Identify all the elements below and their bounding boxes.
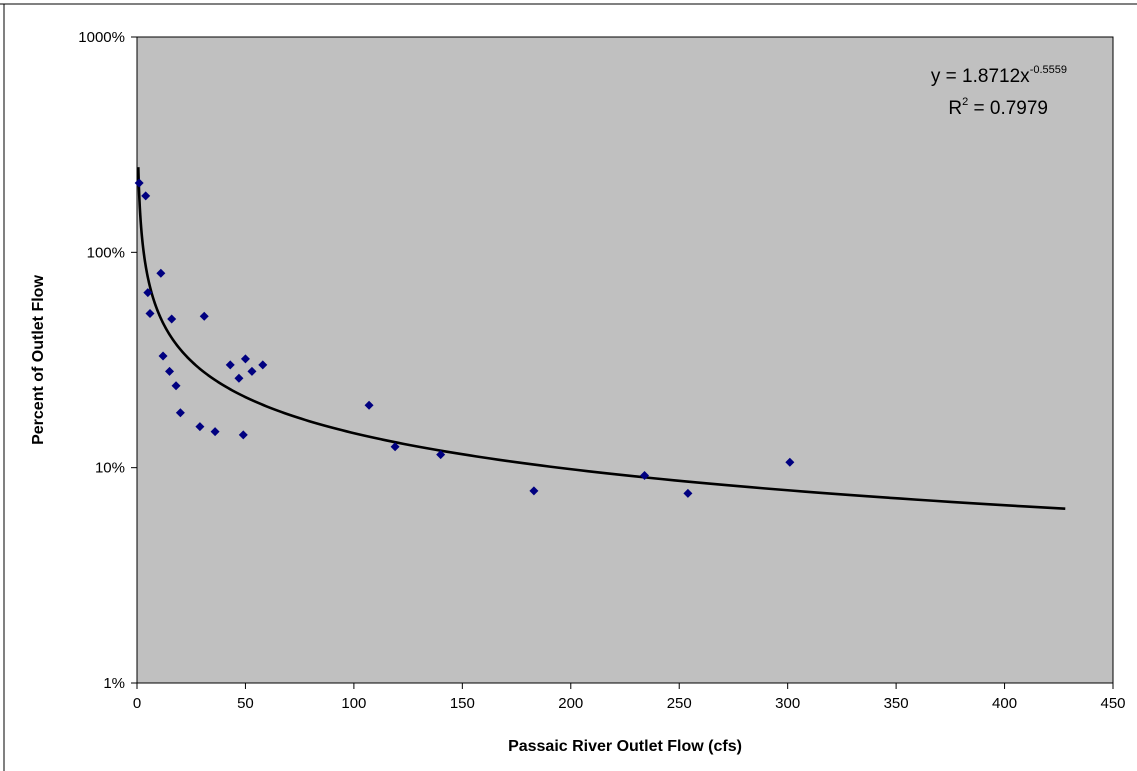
data-point-marker xyxy=(195,422,205,432)
data-point-marker xyxy=(175,408,185,418)
y-axis-ticks: 1% 10% 100% 1000% xyxy=(78,29,137,692)
y-tick-label: 100% xyxy=(87,244,125,261)
data-point-marker xyxy=(436,450,446,460)
data-point-marker xyxy=(158,351,168,361)
data-point-marker xyxy=(364,400,374,410)
y-tick-label: 1% xyxy=(103,675,125,692)
x-axis-ticks: 0 50 100 150 200 250 300 350 400 450 xyxy=(133,683,1126,712)
trendline-r-squared: R2 = 0.7979 xyxy=(948,96,1048,119)
r2-exponent: 2 xyxy=(962,96,968,108)
x-tick-label: 100 xyxy=(341,695,366,712)
data-point-marker xyxy=(171,381,181,391)
x-tick-label: 350 xyxy=(884,695,909,712)
data-point-marker xyxy=(143,288,153,298)
r2-suffix: = 0.7979 xyxy=(968,98,1048,119)
x-tick-label: 400 xyxy=(992,695,1017,712)
x-tick-label: 50 xyxy=(237,695,254,712)
x-tick-label: 150 xyxy=(450,695,475,712)
data-point-marker xyxy=(240,354,250,364)
x-tick-label: 450 xyxy=(1100,695,1125,712)
equation-exponent: -0.5559 xyxy=(1030,64,1067,76)
r2-prefix: R xyxy=(948,98,962,119)
x-tick-label: 0 xyxy=(133,695,141,712)
data-point-marker xyxy=(683,488,693,498)
data-point-marker xyxy=(234,373,244,383)
y-tick-label: 1000% xyxy=(78,29,125,46)
data-point-marker xyxy=(134,178,144,188)
x-axis-title: Passaic River Outlet Flow (cfs) xyxy=(508,738,742,755)
data-point-marker xyxy=(247,366,257,376)
data-point-marker xyxy=(225,360,235,370)
data-point-marker xyxy=(199,311,209,321)
y-tick-label: 10% xyxy=(95,460,125,477)
data-points xyxy=(134,178,795,498)
x-tick-label: 300 xyxy=(775,695,800,712)
plot-area xyxy=(136,36,1114,684)
power-trendline xyxy=(137,167,1066,511)
data-point-marker xyxy=(141,191,151,201)
data-point-marker xyxy=(167,314,177,324)
x-tick-label: 250 xyxy=(667,695,692,712)
y-axis-title: Percent of Outlet Flow xyxy=(30,275,47,445)
trendline-equation: y = 1.8712x-0.5559 xyxy=(931,64,1067,87)
x-tick-label: 200 xyxy=(558,695,583,712)
data-point-marker xyxy=(238,430,248,440)
data-point-marker xyxy=(529,486,539,496)
equation-prefix: y = 1.8712x xyxy=(931,66,1030,87)
data-point-marker xyxy=(785,457,795,467)
data-point-marker xyxy=(210,427,220,437)
data-point-marker xyxy=(390,442,400,452)
data-point-marker xyxy=(165,366,175,376)
data-point-marker xyxy=(156,268,166,278)
data-point-marker xyxy=(258,360,268,370)
data-point-marker xyxy=(145,308,155,318)
data-point-marker xyxy=(640,470,650,480)
